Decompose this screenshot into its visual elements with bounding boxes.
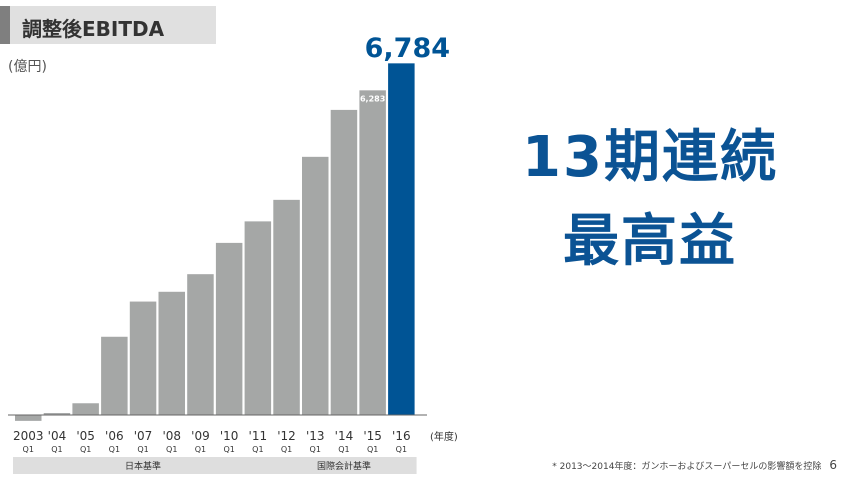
group-band-1	[271, 457, 417, 474]
x-tick-sublabel-2: Q1	[80, 445, 91, 454]
x-tick-sublabel-13: Q1	[396, 445, 407, 454]
x-tick-sublabel-3: Q1	[109, 445, 120, 454]
bar-3	[101, 336, 128, 415]
x-tick-label-7: '10	[220, 429, 239, 443]
x-tick-sublabel-12: Q1	[367, 445, 378, 454]
data-label-13: 6,784	[365, 33, 450, 64]
x-tick-label-2: '05	[76, 429, 95, 443]
x-tick-label-9: '12	[277, 429, 296, 443]
unit-label: (億円)	[8, 59, 47, 75]
bar-5	[158, 291, 185, 415]
x-tick-sublabel-9: Q1	[281, 445, 292, 454]
x-tick-label-5: '08	[162, 429, 181, 443]
bar-8	[244, 221, 272, 415]
bar-12	[359, 90, 386, 416]
page-number: 6	[829, 458, 837, 472]
page-title: 調整後EBITDA	[22, 17, 165, 41]
x-tick-sublabel-6: Q1	[195, 445, 206, 454]
x-tick-sublabel-5: Q1	[166, 445, 177, 454]
highlight-line-2: 最高益	[563, 209, 737, 274]
x-tick-sublabel-10: Q1	[310, 445, 321, 454]
x-tick-sublabel-8: Q1	[252, 445, 263, 454]
group-label-1: 国際会計基準	[317, 460, 371, 472]
title-band: 調整後EBITDA	[0, 6, 216, 44]
x-tick-label-10: '13	[306, 429, 325, 443]
x-tick-label-12: '15	[363, 429, 382, 443]
x-tick-label-13: '16	[392, 429, 411, 443]
bar-7	[215, 242, 243, 415]
x-tick-sublabel-1: Q1	[51, 445, 62, 454]
footnote: * 2013〜2014年度：ガンホーおよびスーパーセルの影響額を控除 6	[552, 458, 837, 472]
x-tick-sublabel-11: Q1	[338, 445, 349, 454]
x-axis-unit-label: (年度)	[430, 430, 458, 443]
x-tick-label-6: '09	[191, 429, 210, 443]
x-tick-label-3: '06	[105, 429, 124, 443]
bar-6	[187, 274, 214, 415]
data-label-12: 6,283	[360, 94, 385, 103]
bar-13	[388, 63, 415, 416]
x-tick-sublabel-0: Q1	[23, 445, 34, 454]
x-tick-label-4: '07	[134, 429, 153, 443]
bar-0	[15, 415, 42, 421]
bar-1	[43, 413, 71, 415]
bar-11	[330, 109, 358, 416]
x-tick-sublabel-4: Q1	[137, 445, 148, 454]
footnote-text: * 2013〜2014年度：ガンホーおよびスーパーセルの影響額を控除	[552, 462, 822, 472]
bar-4	[129, 301, 157, 415]
x-tick-sublabel-7: Q1	[223, 445, 234, 454]
bar-2	[72, 403, 99, 415]
x-tick-label-0: 2003	[13, 429, 44, 443]
bar-9	[273, 199, 300, 415]
x-tick-label-11: '14	[335, 429, 354, 443]
bar-10	[302, 156, 329, 415]
x-tick-label-8: '11	[249, 429, 268, 443]
group-label-0: 日本基準	[125, 460, 161, 472]
group-band-0	[13, 457, 274, 474]
x-tick-label-1: '04	[48, 429, 67, 443]
highlight-line-1: 13期連続	[522, 125, 778, 190]
